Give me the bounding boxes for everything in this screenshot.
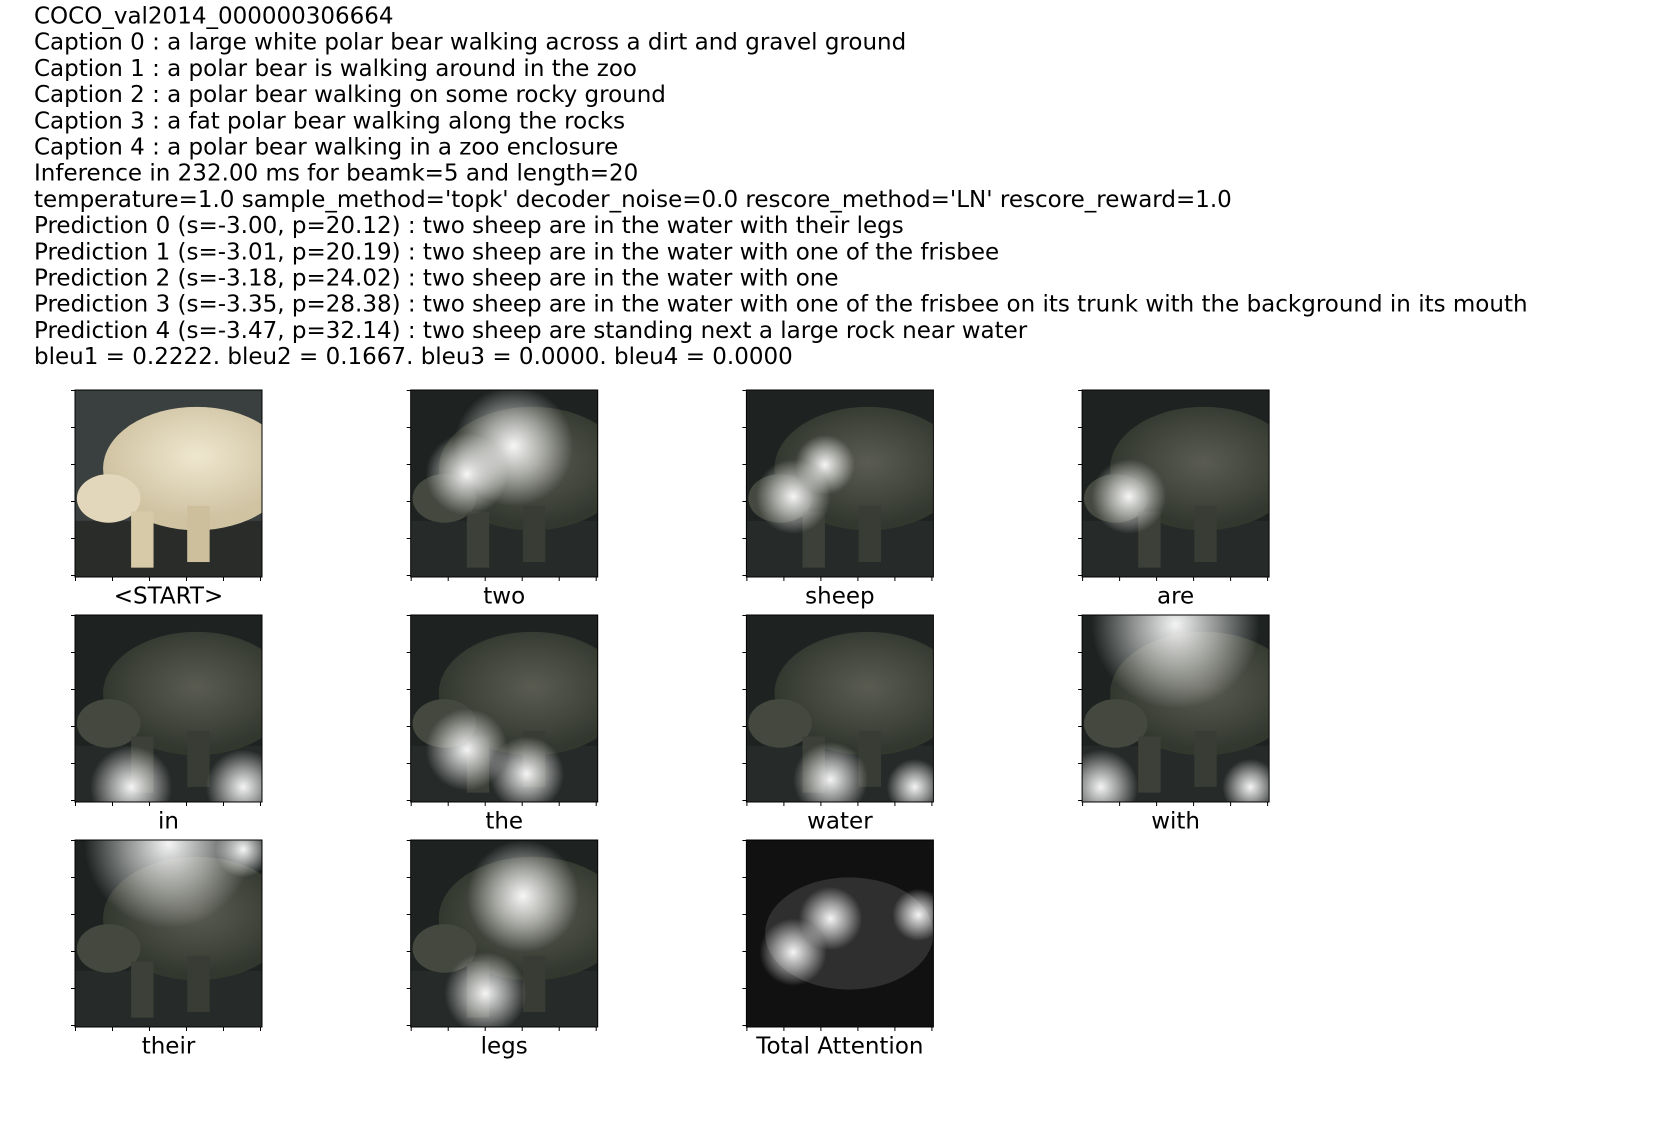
bear-body [103, 406, 262, 531]
attention-image [75, 615, 262, 802]
attention-glow [886, 758, 934, 802]
panel-label: with [1151, 809, 1200, 835]
header-line: Caption 4 : a polar bear walking in a zo… [34, 135, 618, 161]
bear-leg [1194, 505, 1217, 563]
bear-head [76, 924, 141, 973]
attention-glow [489, 736, 565, 802]
attention-glow [798, 886, 863, 951]
header-line: Prediction 3 (s=-3.35, p=28.38) : two sh… [34, 292, 1528, 318]
header-line: bleu1 = 0.2222. bleu2 = 0.1667. bleu3 = … [34, 344, 793, 370]
bear-leg [187, 955, 210, 1013]
attention-glow [444, 952, 527, 1027]
attention-glow [425, 708, 508, 791]
panel-label: <START> [114, 584, 224, 610]
header-line: Prediction 4 (s=-3.47, p=32.14) : two sh… [34, 318, 1028, 344]
image-frame [410, 839, 599, 1028]
ground [75, 520, 262, 577]
attention-glow [84, 840, 253, 928]
panel-label: are [1157, 584, 1194, 610]
bear-leg [466, 511, 490, 568]
ground [746, 520, 934, 577]
header-line: Prediction 1 (s=-3.01, p=20.19) : two sh… [34, 239, 999, 265]
bear-leg [1138, 736, 1161, 793]
bear-head [1083, 699, 1148, 748]
panel-label: their [142, 1034, 196, 1060]
panel-label: the [485, 809, 523, 835]
panel-label: Total Attention [755, 1034, 923, 1060]
image-frame [745, 614, 934, 803]
bear-leg [858, 505, 882, 563]
bear-head [76, 474, 141, 523]
header-line: Caption 2 : a polar bear walking on some… [34, 82, 666, 108]
bear-body [103, 631, 262, 756]
bear-head [412, 924, 477, 973]
panel-label: in [158, 809, 179, 835]
attention-glow [425, 433, 508, 516]
attention-glow [1091, 459, 1167, 534]
attention-image [1082, 390, 1270, 577]
attention-image [746, 615, 934, 802]
attention-glow [1091, 615, 1260, 709]
header-line: Inference in 232.00 ms for beamk=5 and l… [34, 161, 638, 187]
bear-head [748, 699, 812, 748]
attention-glow [89, 745, 173, 802]
attention-image [746, 390, 934, 577]
attention-image [1082, 615, 1270, 802]
bear-leg [522, 505, 546, 563]
bear-leg [522, 955, 546, 1013]
bear-head [76, 699, 141, 748]
image-frame [410, 389, 599, 578]
bear-leg [131, 511, 154, 568]
panel-label: sheep [805, 584, 874, 610]
bear-leg [131, 961, 154, 1018]
image-frame [1081, 614, 1270, 803]
image-frame [1081, 389, 1270, 578]
image-frame [745, 839, 934, 1028]
header-line: Prediction 0 (s=-3.00, p=20.12) : two sh… [34, 213, 904, 239]
header-line: Caption 1 : a polar bear is walking arou… [34, 56, 637, 82]
image-frame [410, 614, 599, 803]
attention-glow [205, 749, 262, 802]
bear-leg [187, 505, 210, 563]
image-frame [745, 389, 934, 578]
attention-image [410, 390, 598, 577]
header-line: COCO_val2014_000000306664 [34, 4, 394, 30]
attention-glow [892, 888, 934, 941]
header-line: Caption 3 : a fat polar bear walking alo… [34, 108, 625, 134]
header-line: Caption 0 : a large white polar bear wal… [34, 30, 906, 56]
ground [75, 970, 262, 1027]
panel-label: two [483, 584, 525, 610]
attention-image [410, 840, 598, 1027]
attention-glow [466, 840, 579, 953]
attention-glow [793, 742, 868, 802]
ground [410, 520, 598, 577]
panel-label: water [807, 809, 873, 835]
attention-glow [1222, 758, 1270, 802]
bear-leg [187, 730, 210, 788]
bear-body [774, 631, 934, 756]
attention-glow [215, 840, 262, 878]
attention-image [75, 390, 262, 577]
attention-image [746, 840, 934, 1027]
header-line: temperature=1.0 sample_method='topk' dec… [34, 187, 1232, 213]
ground [1082, 520, 1270, 577]
image-frame [74, 389, 263, 578]
attention-image [410, 615, 598, 802]
attention-glow [795, 434, 855, 495]
bear-leg [1194, 730, 1217, 788]
attention-glow [1082, 749, 1139, 802]
attention-image [75, 840, 262, 1027]
header-line: Prediction 2 (s=-3.18, p=24.02) : two sh… [34, 266, 839, 292]
image-frame [74, 839, 263, 1028]
panel-label: legs [481, 1034, 528, 1060]
image-frame [74, 614, 263, 803]
